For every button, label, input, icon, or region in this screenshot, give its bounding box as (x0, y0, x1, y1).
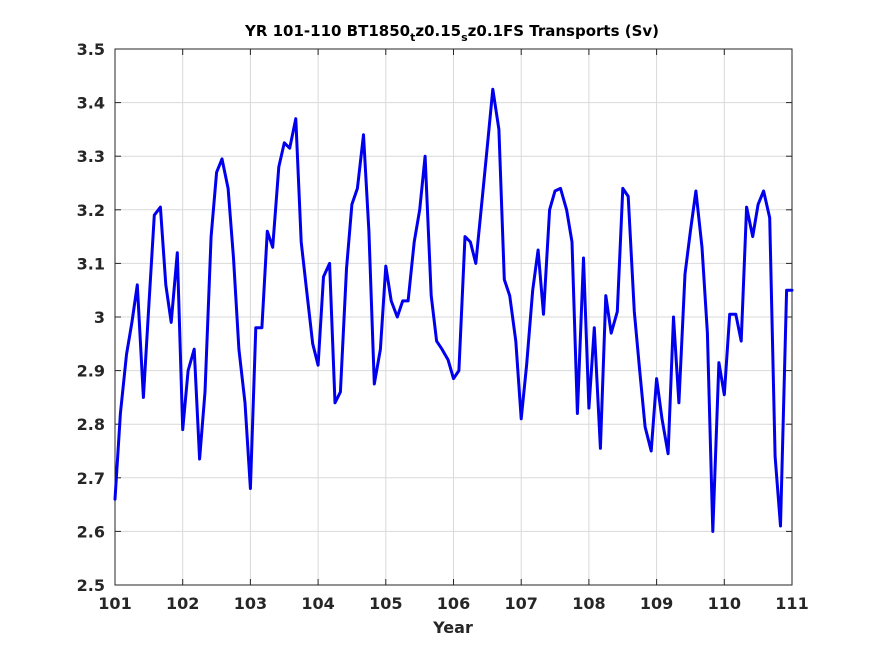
chart-title-part: z0.1FS Transports (Sv) (468, 22, 659, 40)
chart-title-part: z0.15 (415, 22, 461, 40)
x-tick-label: 108 (572, 594, 605, 613)
y-tick-label: 2.7 (77, 469, 105, 488)
y-tick-label: 3.3 (77, 147, 105, 166)
chart-title-subscript: s (461, 31, 468, 44)
y-tick-label: 2.6 (77, 522, 105, 541)
grid (114, 48, 793, 586)
y-axis-tick-labels: 2.5 2.6 2.7 2.8 2.9 3 3.1 3.2 3.3 3.4 3.5 (77, 40, 105, 595)
y-tick-label: 3.4 (77, 94, 105, 113)
x-tick-label: 107 (504, 594, 537, 613)
chart-title-part: YR 101-110 BT1850 (244, 22, 410, 40)
y-tick-label: 3 (94, 308, 105, 327)
x-tick-label: 104 (301, 594, 334, 613)
series-line (113, 87, 794, 533)
y-tick-label: 3.5 (77, 40, 105, 59)
chart-title-subscript: t (410, 31, 415, 44)
x-tick-label: 109 (640, 594, 673, 613)
y-tick-label: 3.1 (77, 254, 105, 273)
x-tick-label: 101 (98, 594, 131, 613)
x-tick-label: 106 (437, 594, 470, 613)
y-tick-label: 3.2 (77, 201, 105, 220)
axis-ticks (114, 48, 793, 586)
x-tick-label: 105 (369, 594, 402, 613)
chart-title: YR 101-110 BT1850tz0.15sz0.1FS Transport… (244, 22, 659, 44)
y-tick-label: 2.5 (77, 576, 105, 595)
x-tick-label: 102 (166, 594, 199, 613)
x-tick-label: 103 (234, 594, 267, 613)
y-tick-label: 2.9 (77, 362, 105, 381)
x-tick-label: 110 (708, 594, 741, 613)
x-tick-label: 111 (775, 594, 808, 613)
x-axis-title: Year (432, 618, 473, 637)
y-tick-label: 2.8 (77, 415, 105, 434)
x-axis-tick-labels: 101 102 103 104 105 106 107 108 109 110 111 (98, 594, 808, 613)
series-layer (113, 87, 794, 533)
